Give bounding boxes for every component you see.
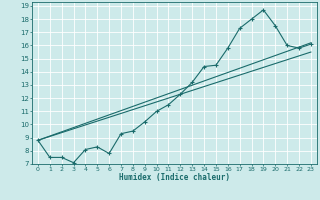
X-axis label: Humidex (Indice chaleur): Humidex (Indice chaleur) (119, 173, 230, 182)
